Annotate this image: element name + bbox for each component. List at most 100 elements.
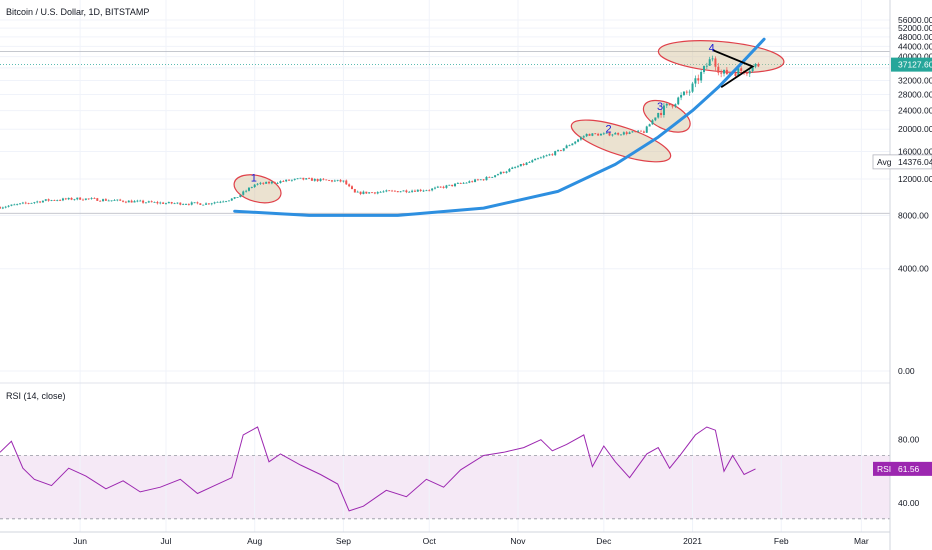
candle bbox=[631, 131, 634, 133]
candle bbox=[53, 199, 56, 202]
candle bbox=[7, 204, 10, 208]
candle bbox=[505, 170, 508, 174]
candle bbox=[474, 178, 477, 183]
candle bbox=[265, 181, 268, 184]
annotation-label: 2 bbox=[606, 124, 612, 136]
candle bbox=[494, 175, 497, 178]
candle bbox=[411, 189, 414, 193]
candle bbox=[162, 201, 165, 205]
candles bbox=[0, 55, 760, 210]
candle bbox=[56, 199, 59, 202]
price-tick-label: 56000.00 bbox=[898, 15, 932, 25]
candle bbox=[368, 192, 371, 194]
candle bbox=[90, 197, 93, 200]
candle bbox=[416, 189, 419, 192]
candle bbox=[694, 75, 697, 88]
candle bbox=[328, 179, 331, 182]
candle bbox=[350, 185, 353, 190]
candle bbox=[671, 104, 674, 109]
time-tick-label: Mar bbox=[854, 536, 869, 546]
rsi-axis: 80.00 40.00 bbox=[898, 435, 920, 508]
candle bbox=[422, 189, 425, 192]
candle bbox=[219, 200, 222, 204]
candle bbox=[225, 200, 228, 203]
rsi-last-value: 61.56 bbox=[898, 464, 920, 474]
candle bbox=[754, 62, 757, 69]
candle bbox=[170, 201, 173, 205]
candle bbox=[393, 190, 396, 192]
candle bbox=[342, 180, 345, 183]
candle bbox=[104, 198, 107, 202]
candle bbox=[36, 200, 39, 204]
candle bbox=[525, 161, 528, 166]
candle bbox=[428, 189, 431, 192]
candle bbox=[711, 55, 714, 62]
candle bbox=[124, 200, 127, 204]
annotation-labels: 1 2 3 4 bbox=[251, 42, 715, 184]
price-tick-label: 20000.00 bbox=[898, 124, 932, 134]
candle bbox=[110, 200, 113, 202]
candle bbox=[1, 206, 4, 210]
candle bbox=[454, 183, 457, 188]
candle bbox=[50, 199, 53, 202]
candle bbox=[608, 131, 611, 137]
candle bbox=[448, 184, 451, 186]
candle bbox=[150, 200, 153, 203]
candle bbox=[700, 69, 703, 83]
candle bbox=[153, 201, 156, 203]
candle bbox=[256, 183, 259, 186]
candle bbox=[262, 182, 265, 185]
candle bbox=[442, 185, 445, 189]
candle bbox=[402, 190, 405, 192]
last-price-value: 37127.60 bbox=[898, 60, 932, 70]
price-tick-label: 48000.00 bbox=[898, 32, 932, 42]
candle bbox=[436, 185, 439, 188]
candle bbox=[119, 198, 122, 201]
candle bbox=[239, 194, 242, 198]
candle bbox=[668, 103, 671, 106]
candle bbox=[185, 203, 188, 205]
candle bbox=[431, 187, 434, 192]
candle bbox=[79, 197, 82, 200]
candle bbox=[522, 162, 525, 167]
candle bbox=[697, 74, 700, 85]
triangle-pattern bbox=[712, 49, 755, 89]
candle bbox=[688, 89, 691, 96]
candle bbox=[41, 200, 44, 203]
annotation-ellipse bbox=[233, 174, 282, 204]
chart-title: Bitcoin / U.S. Dollar, 1D, BITSTAMP bbox=[6, 7, 149, 17]
candle bbox=[207, 203, 210, 205]
candle bbox=[247, 186, 250, 192]
candle bbox=[147, 200, 150, 203]
rsi-last-label: RSI bbox=[877, 464, 891, 474]
candle bbox=[76, 197, 79, 201]
candle bbox=[299, 177, 302, 179]
candle bbox=[4, 205, 7, 209]
candle bbox=[136, 199, 139, 203]
candle bbox=[496, 173, 499, 176]
candle bbox=[142, 199, 145, 204]
candle bbox=[10, 204, 13, 207]
grid bbox=[0, 0, 890, 532]
candle bbox=[654, 117, 657, 122]
candle bbox=[216, 201, 219, 203]
candle bbox=[16, 203, 19, 206]
candle bbox=[130, 199, 133, 203]
candle bbox=[451, 184, 454, 187]
candle bbox=[319, 178, 322, 182]
candle bbox=[665, 102, 668, 109]
candle bbox=[413, 189, 416, 192]
horizontal-levels bbox=[0, 50, 890, 214]
candle bbox=[365, 191, 368, 194]
candle bbox=[27, 202, 30, 205]
candle bbox=[725, 67, 728, 75]
candle bbox=[316, 178, 319, 182]
candle bbox=[660, 109, 663, 118]
candle bbox=[270, 180, 273, 185]
candle bbox=[499, 171, 502, 175]
candle bbox=[67, 197, 70, 201]
candle bbox=[99, 200, 102, 202]
last-price-tag bbox=[891, 57, 932, 72]
candle bbox=[557, 149, 560, 152]
candle bbox=[617, 132, 620, 136]
